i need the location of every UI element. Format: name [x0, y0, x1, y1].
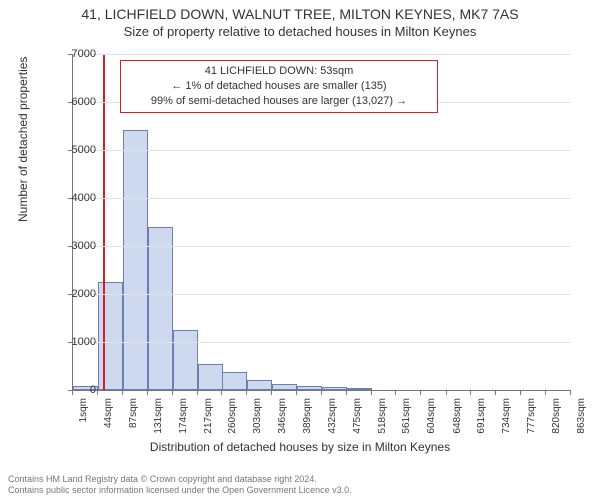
annotation-box: 41 LICHFIELD DOWN: 53sqm ← 1% of detache…: [120, 60, 438, 113]
property-marker-line: [103, 54, 105, 390]
y-tick-label: 4000: [56, 192, 96, 204]
footer-attribution: Contains HM Land Registry data © Crown c…: [8, 474, 352, 497]
x-tick-label: 777sqm: [526, 398, 537, 442]
x-tick-mark: [172, 390, 173, 395]
y-tick-label: 3000: [56, 240, 96, 252]
y-tick-label: 1000: [56, 336, 96, 348]
x-tick-label: 734sqm: [501, 398, 512, 442]
y-tick-label: 7000: [56, 48, 96, 60]
x-tick-label: 260sqm: [227, 398, 238, 442]
gridline: [73, 150, 571, 151]
x-tick-mark: [72, 390, 73, 395]
histogram-bar: [98, 282, 123, 390]
y-axis-label: Number of detached properties: [16, 57, 30, 222]
x-tick-label: 648sqm: [452, 398, 463, 442]
x-tick-mark: [420, 390, 421, 395]
x-tick-label: 346sqm: [277, 398, 288, 442]
x-tick-mark: [371, 390, 372, 395]
x-tick-label: 389sqm: [302, 398, 313, 442]
x-tick-mark: [470, 390, 471, 395]
x-tick-mark: [570, 390, 571, 395]
histogram-bar: [222, 372, 247, 390]
gridline: [73, 198, 571, 199]
gridline: [73, 246, 571, 247]
x-tick-label: 44sqm: [103, 398, 114, 442]
x-tick-mark: [197, 390, 198, 395]
x-tick-mark: [321, 390, 322, 395]
y-tick-label: 5000: [56, 144, 96, 156]
x-tick-mark: [97, 390, 98, 395]
x-tick-label: 863sqm: [576, 398, 587, 442]
x-tick-label: 303sqm: [252, 398, 263, 442]
x-tick-label: 475sqm: [352, 398, 363, 442]
x-tick-label: 604sqm: [426, 398, 437, 442]
annotation-line3: 99% of semi-detached houses are larger (…: [129, 94, 429, 109]
footer-line1: Contains HM Land Registry data © Crown c…: [8, 474, 352, 485]
x-tick-mark: [495, 390, 496, 395]
y-tick-label: 6000: [56, 96, 96, 108]
x-tick-label: 820sqm: [551, 398, 562, 442]
x-tick-mark: [545, 390, 546, 395]
y-tick-label: 2000: [56, 288, 96, 300]
x-tick-mark: [395, 390, 396, 395]
footer-line2: Contains public sector information licen…: [8, 485, 352, 496]
histogram-bar: [173, 330, 198, 390]
annotation-line2: ← 1% of detached houses are smaller (135…: [129, 79, 429, 94]
x-tick-mark: [520, 390, 521, 395]
x-tick-mark: [122, 390, 123, 395]
chart-title-line2: Size of property relative to detached ho…: [0, 24, 600, 40]
histogram-bar: [123, 130, 148, 390]
gridline: [73, 294, 571, 295]
gridline: [73, 342, 571, 343]
x-tick-mark: [296, 390, 297, 395]
x-tick-label: 561sqm: [401, 398, 412, 442]
x-tick-label: 131sqm: [153, 398, 164, 442]
x-tick-label: 217sqm: [203, 398, 214, 442]
x-tick-label: 518sqm: [377, 398, 388, 442]
histogram-bar: [198, 364, 223, 390]
annotation-line1: 41 LICHFIELD DOWN: 53sqm: [129, 64, 429, 79]
histogram-bar: [148, 227, 173, 390]
x-axis-label: Distribution of detached houses by size …: [0, 440, 600, 454]
x-tick-mark: [221, 390, 222, 395]
chart-title-line1: 41, LICHFIELD DOWN, WALNUT TREE, MILTON …: [0, 6, 600, 24]
histogram-bar: [247, 380, 272, 390]
x-tick-label: 691sqm: [476, 398, 487, 442]
x-tick-mark: [246, 390, 247, 395]
gridline: [73, 54, 571, 55]
x-tick-mark: [147, 390, 148, 395]
x-tick-mark: [271, 390, 272, 395]
x-tick-label: 1sqm: [78, 398, 89, 442]
x-tick-label: 87sqm: [128, 398, 139, 442]
chart-title-block: 41, LICHFIELD DOWN, WALNUT TREE, MILTON …: [0, 0, 600, 40]
x-tick-label: 174sqm: [178, 398, 189, 442]
x-tick-mark: [446, 390, 447, 395]
x-tick-mark: [346, 390, 347, 395]
x-tick-label: 432sqm: [327, 398, 338, 442]
